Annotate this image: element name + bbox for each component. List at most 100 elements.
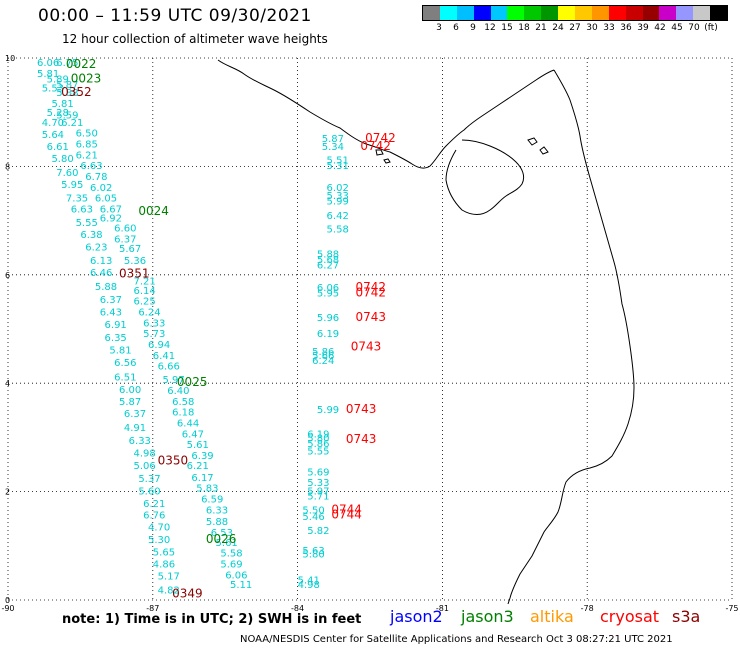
swh-value: 6.75 [56,58,78,69]
swh-value: 6.21 [76,150,98,161]
x-tick-label: -87 [146,604,159,613]
y-tick-label: 10 [5,54,15,63]
swh-value: 6.85 [76,139,98,150]
swh-value: 4.70 [42,118,64,129]
swh-value: 6.60 [114,223,136,234]
coastline-islands [375,137,549,164]
color-swatch [575,6,592,20]
color-scale-label: 6 [453,23,459,33]
swh-value: 6.02 [90,183,112,194]
swh-value: 5.88 [56,88,78,99]
swh-value: 6.92 [100,214,122,225]
color-swatch [608,6,626,20]
y-tick-label: 4 [5,379,10,388]
swh-value: 5.06 [133,461,155,472]
color-swatch [490,6,508,20]
color-swatch [439,6,457,20]
color-scale-bar: 3 6 9 12 15 18 21 24 27 30 33 36 39 42 45 70 (ft) [422,5,728,35]
swh-value: 6.66 [158,362,180,373]
color-swatch [710,6,728,20]
swh-value: 4.82 [158,585,180,596]
track-time-label: 0351 [119,267,150,281]
swh-value: 5.99 [317,405,339,416]
swh-value: 5.50 [302,505,324,516]
swh-value: 5.80 [307,434,329,445]
swh-value: 6.53 [211,528,233,539]
swh-value: 5.65 [153,548,175,559]
satellite-legend-jason2: jason2 [390,607,443,626]
color-swatch [659,6,677,20]
map-subtitle: 12 hour collection of altimeter wave hei… [62,32,328,46]
color-scale-label: 42 [654,23,666,33]
track-time-label: 0742 [356,280,387,294]
track-time-label: 0742 [360,139,391,153]
data-labels: 6.066.755.815.895.875.535.885.815.285.59… [37,57,396,601]
swh-value: 6.39 [191,451,213,462]
legend-note: note: 1) Time is in UTC; 2) SWH is in fe… [62,612,362,627]
swh-value: 5.37 [138,474,160,485]
color-scale-labels: 3 6 9 12 15 18 21 24 27 30 33 36 39 42 45 70 (ft) [422,21,728,35]
swh-value: 5.58 [327,225,349,236]
swh-value: 5.55 [76,218,98,229]
track-time-label: 0022 [66,57,97,71]
swh-value: 6.42 [327,211,349,222]
color-scale-label: 30 [586,23,598,33]
track-time-label: 0742 [365,131,396,145]
color-swatch [591,6,609,20]
swh-value: 5.81 [109,345,131,356]
swh-value: 6.21 [143,499,165,510]
track-time-label: 0743 [346,432,377,446]
track-time-label: 0025 [177,375,208,389]
swh-value: 4.70 [148,523,170,534]
swh-value: 5.95 [317,288,339,299]
swh-value: 6.14 [133,286,155,297]
swh-value: 6.76 [143,511,165,522]
swh-value: 6.58 [172,397,194,408]
color-swatch [507,6,525,20]
swh-value: 6.44 [177,419,199,430]
swh-value: 5.28 [47,108,69,119]
swh-value: 6.40 [167,386,189,397]
color-scale-label: 24 [552,23,564,33]
swh-value: 5.17 [158,571,180,582]
track-time-label: 0352 [61,85,92,99]
color-swatch [558,6,576,20]
swh-value: 5.87 [56,80,78,91]
color-scale-label: 21 [535,23,547,33]
swh-value: 5.81 [51,99,73,110]
x-tick-label: -75 [725,604,738,613]
track-time-label: 0349 [172,586,203,600]
satellite-legend-altika: altika [530,607,574,626]
track-time-label: 0743 [356,310,387,324]
color-swatch [625,6,643,20]
color-scale-label: 12 [484,23,496,33]
swh-value: 6.50 [76,129,98,140]
x-tick-label: -78 [581,604,594,613]
swh-value: 6.05 [95,194,117,205]
swh-value: 5.60 [138,486,160,497]
swh-value: 4.98 [298,580,320,591]
swh-value: 6.38 [80,230,102,241]
swh-value: 6.43 [100,307,122,318]
swh-value: 6.61 [47,142,69,153]
swh-value: 5.68 [317,255,339,266]
swh-value: 5.61 [216,538,238,549]
swh-value: 5.83 [196,484,218,495]
credit-line: NOAA/NESDIS Center for Satellite Applica… [240,634,673,645]
swh-value: 6.19 [317,329,339,340]
x-tick-label: -90 [1,604,14,613]
swh-value: 5.69 [220,559,242,570]
map-title: 00:00 – 11:59 UTC 09/30/2021 [38,6,312,26]
swh-value: 5.86 [307,439,329,450]
swh-value: 6.19 [307,429,329,440]
swh-value: 5.11 [230,580,252,591]
color-swatch [423,6,440,20]
swh-value: 5.46 [302,512,324,523]
y-tick-label: 2 [5,488,10,497]
track-time-label: 0744 [331,502,362,516]
swh-value: 6.91 [105,320,127,331]
color-scale-label: (ft) [704,23,718,33]
swh-value: 6.41 [153,351,175,362]
swh-value: 5.66 [312,351,334,362]
swh-value: 6.21 [187,461,209,472]
